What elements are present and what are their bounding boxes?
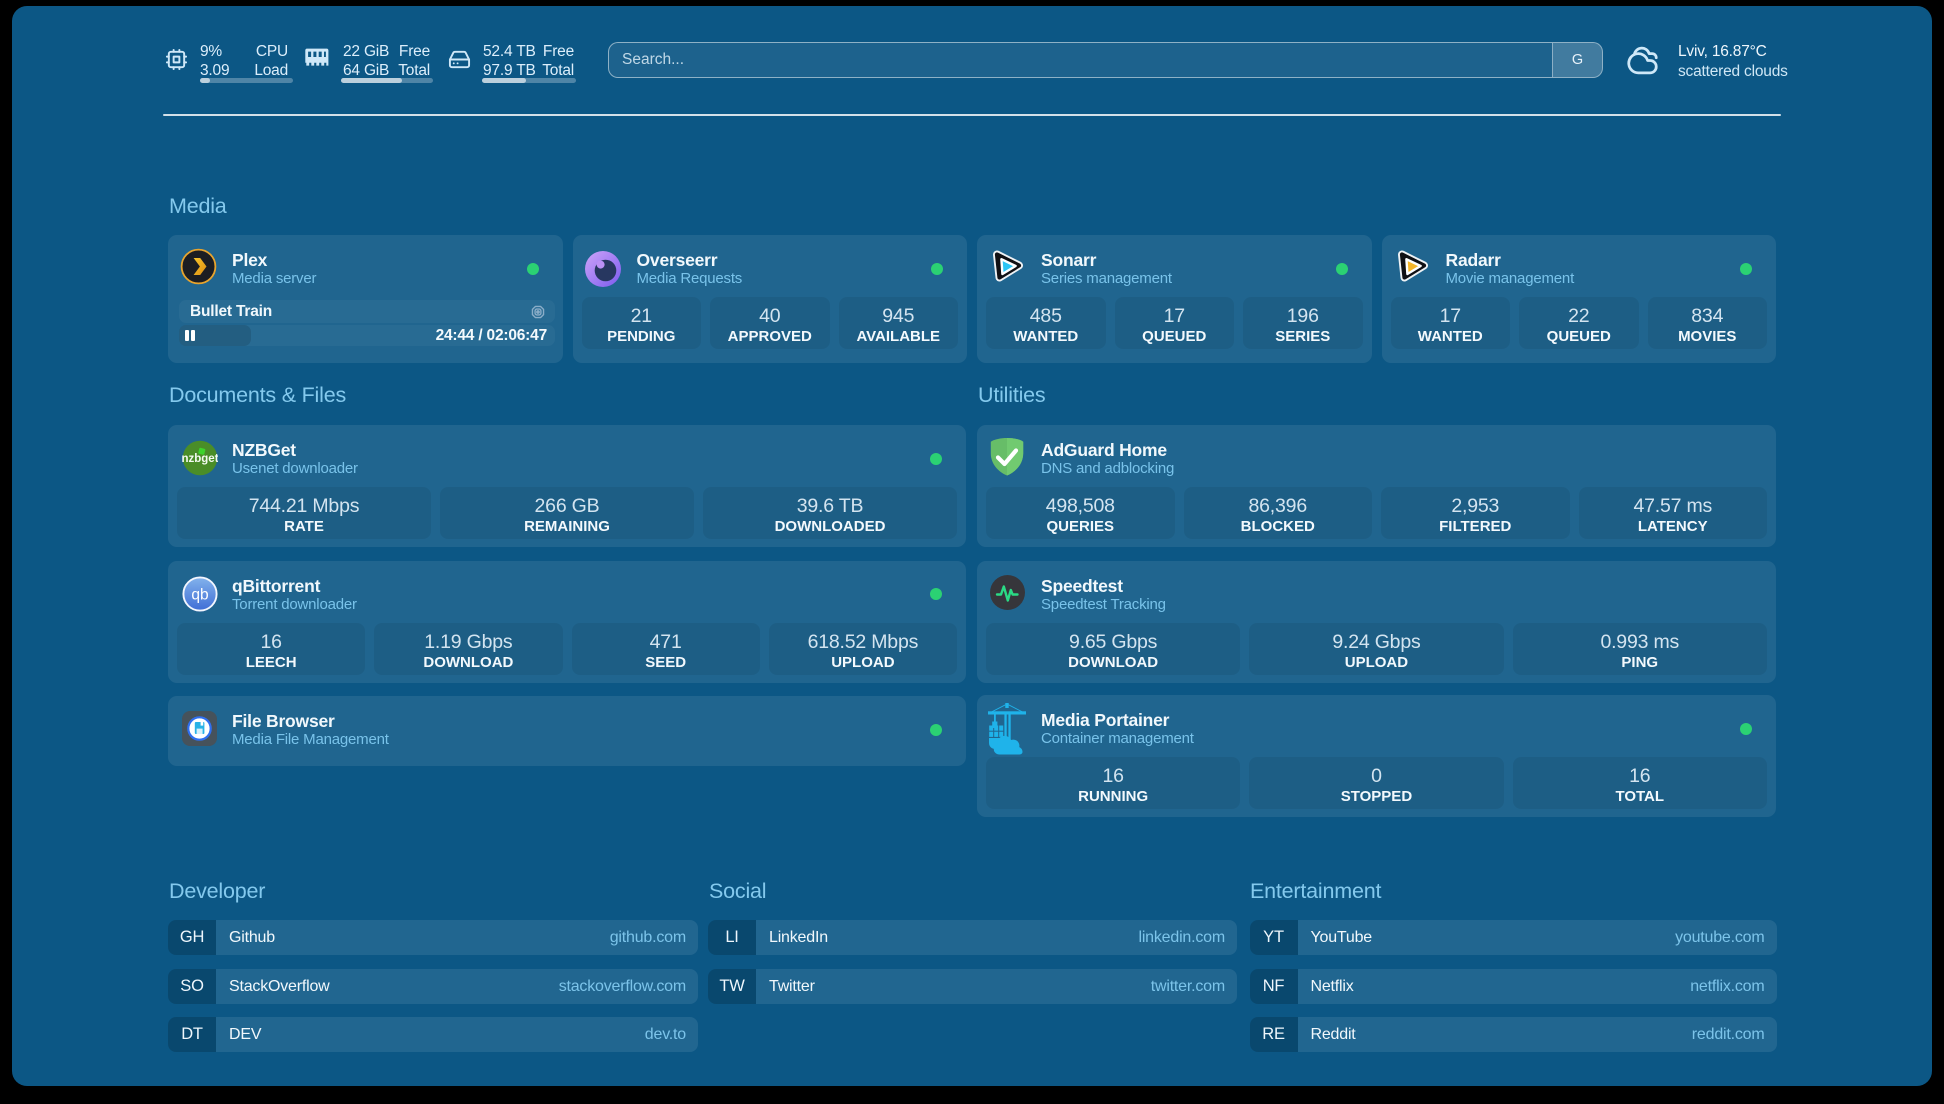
- svg-text:qb: qb: [191, 586, 208, 603]
- svg-text:nzbget: nzbget: [182, 453, 218, 465]
